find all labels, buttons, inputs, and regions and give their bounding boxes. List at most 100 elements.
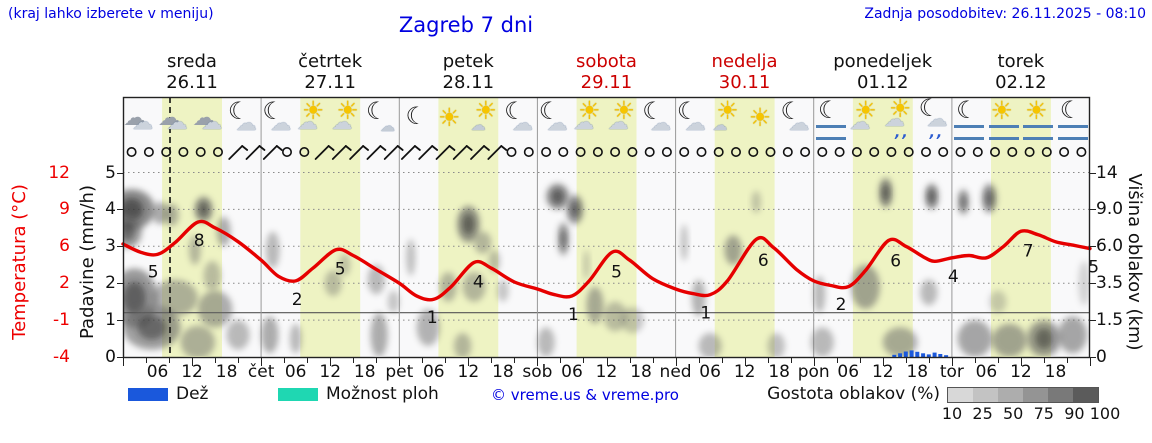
precip-tick: 4	[105, 199, 116, 220]
x-tick-mark	[997, 358, 999, 363]
drizzle-marks: ,,	[895, 125, 910, 141]
axis-tick-mark	[117, 320, 123, 322]
cloud-height-axis-label: Višina oblakov (km)	[1124, 173, 1145, 351]
cloud-blob-core	[137, 315, 167, 340]
cloud-blob	[920, 279, 938, 306]
cloud-blob	[698, 333, 722, 356]
day-date: 02.12	[995, 72, 1047, 93]
cloud-blob	[416, 309, 440, 346]
daylight-band	[300, 97, 361, 358]
sun-glyph: ☀	[474, 96, 498, 125]
day-date: 29.11	[580, 72, 633, 93]
axis-tick-mark	[117, 246, 123, 248]
cloud-glyph: ☁	[123, 105, 147, 131]
wind-calm-symbol	[610, 146, 621, 157]
cloud-blob-core	[462, 214, 475, 235]
axis-tick-mark	[1090, 172, 1096, 174]
cloud-blob-core	[124, 281, 146, 315]
partly-sunny-icon: ☀ ☁	[606, 98, 642, 141]
cloudy-icon: ☁ ☁	[122, 99, 158, 141]
wind-calm-symbol	[730, 146, 741, 157]
cloud-blob-core	[124, 222, 135, 241]
day-header-četrtek: četrtek 27.11	[261, 51, 399, 93]
night-fog-icon: ☾	[951, 98, 987, 141]
cloud-blob	[992, 323, 1027, 356]
wind-calm-symbol	[748, 146, 759, 157]
x-tick-mark	[859, 358, 861, 363]
meteogram-plot: 5 8 2 5 1 4 1 5 1 6 2 6 4 7 5	[121, 96, 1099, 359]
daylight-band	[714, 97, 775, 358]
temperature-value-label: 4	[948, 267, 959, 287]
x-hour-label: 12	[319, 362, 342, 382]
precip-tick: 2	[105, 273, 116, 294]
temp-tick: 9	[59, 199, 70, 220]
x-tick-mark	[215, 358, 217, 363]
x-hour-label: 18	[215, 362, 238, 382]
wind-calm-symbol	[661, 146, 672, 157]
clear-night-icon: ☾	[399, 99, 435, 141]
wind-barb-symbol	[452, 145, 473, 160]
x-hour-label: 18	[1044, 362, 1067, 382]
x-tick-mark	[767, 358, 769, 363]
cloud-glyph: ☁	[470, 116, 486, 134]
cloud-blob-core	[199, 202, 209, 217]
cloud-blob	[151, 202, 169, 225]
x-hour-label: 18	[768, 362, 790, 382]
copyright-link[interactable]: © vreme.us & vreme.pro	[491, 386, 679, 404]
temp-tick: 2	[59, 273, 70, 294]
cloud-glyph: ☁	[650, 111, 672, 135]
wind-calm-symbol	[1076, 146, 1087, 157]
x-hour-label: 06	[975, 362, 998, 382]
x-tick-mark	[330, 358, 332, 366]
wind-calm-symbol	[178, 146, 189, 157]
wind-calm-symbol	[800, 146, 811, 157]
night-fog-icon: ☾	[813, 98, 849, 141]
wind-calm-symbol	[1007, 146, 1018, 157]
night-cloudy-icon: ☾ ☁	[640, 99, 676, 141]
x-tick-mark	[445, 358, 447, 363]
fog-lines	[1023, 125, 1054, 140]
cloud-glyph: ☁	[684, 111, 706, 135]
x-hour-label: 06	[837, 362, 860, 382]
cloud-blob	[324, 270, 342, 297]
temperature-axis-label: Temperatura (°C)	[9, 184, 30, 340]
wind-barb-symbol	[349, 145, 370, 160]
x-tick-mark	[399, 358, 401, 366]
day-name: torek	[997, 51, 1045, 72]
wind-calm-symbol	[523, 146, 534, 157]
cloud-blob	[751, 190, 761, 214]
x-tick-mark	[376, 358, 378, 363]
temp-tick: -4	[53, 347, 70, 367]
wind-barb-symbol	[366, 145, 387, 160]
sun-glyph: ☀	[748, 103, 772, 132]
x-tick-mark	[629, 358, 631, 363]
wind-barb-symbol	[262, 145, 283, 160]
wind-calm-symbol	[851, 146, 862, 157]
wind-calm-symbol	[299, 146, 310, 157]
cloud-glyph: ☁	[201, 110, 223, 134]
cloud-blob	[583, 250, 590, 280]
rain-bar	[915, 351, 920, 357]
wind-barb-symbol	[383, 145, 404, 160]
x-day-abbrev: ned	[659, 362, 692, 382]
cloud-blob	[226, 320, 250, 350]
wind-calm-symbol	[765, 146, 776, 157]
temperature-value-label: 2	[836, 295, 847, 315]
rain-bar	[944, 355, 949, 357]
x-tick-mark	[307, 358, 309, 363]
cloud-glyph: ☁	[157, 105, 181, 131]
cloud-blob-core	[551, 189, 564, 204]
x-tick-mark	[537, 358, 539, 366]
x-hour-label: 12	[871, 362, 894, 382]
x-hour-label: 06	[561, 362, 583, 382]
rain-bar	[926, 354, 931, 357]
cloud-blob	[810, 327, 834, 356]
cloudy-icon: ☁ ☁	[157, 99, 193, 141]
x-hour-label: 12	[733, 362, 756, 382]
partly-sunny-small-icon: ☀ ☁	[468, 96, 504, 141]
night-fog-icon: ☾	[1055, 98, 1091, 141]
meteogram-svg: 5 8 2 5 1 4 1 5 1 6 2 6 4 7 5	[121, 96, 1099, 359]
cloud-density-legend-label: Gostota oblakov (%)	[767, 384, 940, 404]
night-cloudy-icon: ☾ ☁	[778, 99, 814, 141]
wind-calm-symbol	[972, 146, 983, 157]
